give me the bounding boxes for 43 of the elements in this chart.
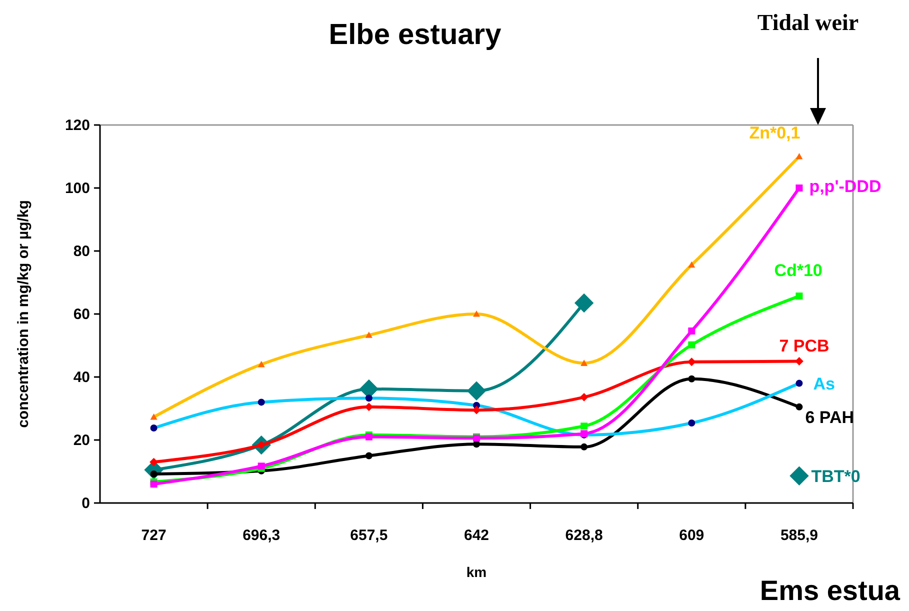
series-label: Cd*10 — [774, 261, 822, 280]
y-tick-label: 20 — [73, 432, 90, 449]
x-tick-label: 585,9 — [780, 527, 818, 544]
series-label: 6 PAH — [805, 408, 854, 427]
point — [580, 392, 588, 402]
point — [790, 466, 809, 486]
point — [796, 403, 803, 410]
point — [796, 292, 803, 300]
point — [473, 440, 480, 448]
chart-title: Elbe estuary — [328, 19, 502, 51]
series-label: 7 PCB — [779, 336, 830, 356]
y-axis-title: concentration in mg/kg or µg/kg — [15, 200, 32, 428]
point — [795, 357, 804, 366]
x-tick-label: 727 — [141, 527, 166, 544]
y-tick-label: 0 — [82, 495, 90, 512]
point — [150, 458, 158, 466]
y-tick-label: 40 — [73, 369, 90, 386]
x-tick-label: 696,3 — [242, 527, 280, 544]
point — [466, 381, 486, 400]
y-tick-label: 60 — [73, 306, 90, 323]
point — [688, 341, 696, 348]
series-label: As — [813, 374, 835, 394]
series-label: Zn*0,1 — [749, 124, 800, 142]
point — [688, 375, 696, 382]
y-tick-label: 120 — [64, 117, 90, 134]
point — [796, 184, 803, 192]
point — [580, 443, 588, 450]
x-tick-label: 628,8 — [565, 527, 603, 544]
point — [150, 480, 158, 488]
y-tick-label: 100 — [64, 180, 90, 197]
point — [580, 422, 588, 430]
point — [574, 293, 594, 313]
x-axis-title: km — [466, 564, 487, 580]
x-tick-label: 657,5 — [350, 527, 388, 544]
point — [688, 328, 696, 335]
text: Ems estua — [760, 575, 900, 606]
point — [365, 452, 372, 460]
x-tick-label: 642 — [464, 527, 490, 544]
series-label: p,p'-DDD — [809, 177, 882, 196]
text: Tidal weir — [757, 10, 859, 35]
y-tick-label: 80 — [73, 243, 90, 260]
x-tick-label: 609 — [679, 527, 704, 544]
legend-label: TBT*0 — [811, 466, 860, 486]
